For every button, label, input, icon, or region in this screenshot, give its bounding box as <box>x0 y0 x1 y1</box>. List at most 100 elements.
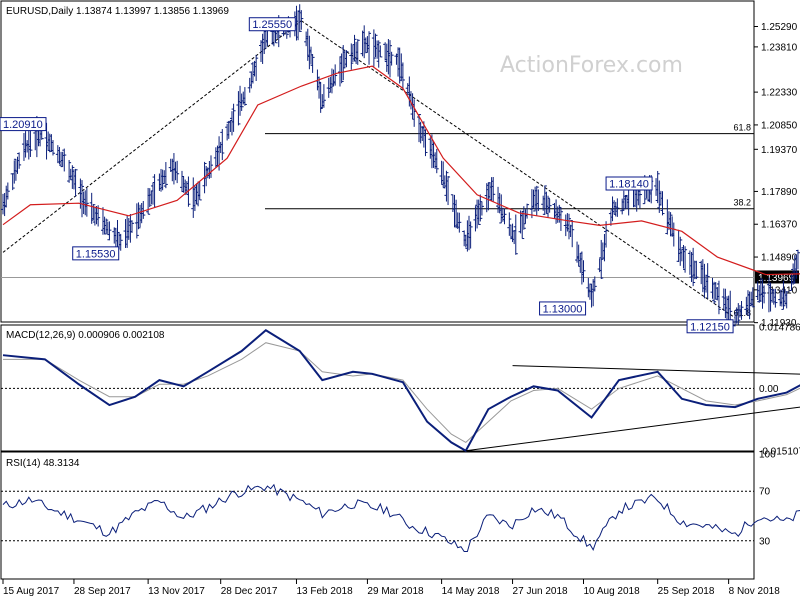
ohlc-bar <box>423 129 428 157</box>
ohlc-bar <box>520 211 525 240</box>
ohlc-bar <box>236 91 241 126</box>
ohlc-bar <box>400 62 405 91</box>
date-tick-label: 13 Nov 2017 <box>148 586 205 597</box>
ohlc-bar <box>762 285 767 304</box>
callout-box <box>605 176 653 191</box>
macd-signal-line <box>3 342 800 444</box>
ohlc-bar <box>683 246 688 273</box>
ohlc-bar <box>5 182 10 200</box>
ohlc-bar <box>529 189 534 219</box>
ohlc-bar <box>478 194 483 222</box>
price-callout: 1.12150 <box>686 319 734 334</box>
callout-box <box>248 17 296 32</box>
ohlc-bar <box>352 34 357 62</box>
ohlc-bar <box>592 276 597 292</box>
callout-box <box>0 117 47 132</box>
price-tick-label: 1.23810 <box>761 42 798 53</box>
moving-average-line <box>2 65 800 276</box>
date-tick-label: 13 Feb 2018 <box>296 586 353 597</box>
ohlc-bar <box>691 247 696 287</box>
callout-box <box>72 246 120 261</box>
ohlc-bar <box>784 290 789 309</box>
ohlc-bar <box>566 213 571 240</box>
ohlc-bar <box>310 54 315 73</box>
ohlc-bar <box>712 281 717 304</box>
ohlc-bar <box>163 162 168 189</box>
ohlc-bar <box>376 40 381 68</box>
ohlc-bar <box>668 212 673 237</box>
callout-label: 1.13000 <box>543 303 583 315</box>
price-tick-label: 1.20850 <box>761 120 798 131</box>
ohlc-bar <box>175 160 180 184</box>
ohlc-bar <box>339 53 344 84</box>
ohlc-bar <box>468 221 473 249</box>
ohlc-bar <box>118 233 123 251</box>
ohlc-bar <box>344 50 349 68</box>
ohlc-bar <box>502 208 507 225</box>
ohlc-bar <box>542 185 547 215</box>
ohlc-bar <box>242 87 247 106</box>
ohlc-bar <box>547 198 552 213</box>
trendline <box>301 20 736 319</box>
fib-label: 61.8 <box>733 308 751 318</box>
callout-label: 1.25550 <box>252 19 292 31</box>
rsi-panel <box>0 451 755 580</box>
ohlc-bar <box>84 188 89 217</box>
ohlc-bar <box>444 170 449 202</box>
ohlc-bar <box>62 148 67 172</box>
main-panel <box>0 0 755 323</box>
ohlc-bar <box>50 140 55 156</box>
callout-label: 1.12150 <box>690 321 730 333</box>
date-tick-label: 27 Jun 2018 <box>513 586 568 597</box>
ohlc-bar <box>660 191 665 216</box>
ohlc-bar <box>534 185 539 216</box>
ohlc-bar <box>254 54 259 82</box>
watermark-text: ActionForex.com <box>500 53 683 78</box>
ohlc-bar <box>378 45 383 58</box>
ohlc-bar <box>197 181 202 201</box>
ohlc-bar <box>521 206 526 230</box>
ohlc-bar <box>705 263 710 299</box>
ohlc-bar <box>446 176 451 206</box>
date-tick-label: 28 Sep 2017 <box>74 586 131 597</box>
ohlc-bar <box>507 212 512 236</box>
rsi-title: RSI(14) 48.3134 <box>6 458 80 469</box>
date-tick-label: 10 Aug 2018 <box>584 586 641 597</box>
ohlc-bar <box>297 4 302 33</box>
price-tick-label: 1.22330 <box>761 88 798 99</box>
ohlc-bar <box>417 114 422 143</box>
ohlc-bar <box>739 301 744 320</box>
ohlc-bar <box>479 201 484 216</box>
ohlc-bar <box>716 280 721 315</box>
ohlc-bar <box>678 236 683 266</box>
price-tick-label: 1.11930 <box>761 318 797 329</box>
date-tick-label: 15 Aug 2017 <box>3 586 60 597</box>
price-tick-label: 1.16370 <box>761 220 798 231</box>
ohlc-bar <box>367 31 372 65</box>
callout-label: 1.20910 <box>3 119 43 131</box>
price-tick-label: 1.25290 <box>761 22 798 33</box>
ohlc-bar <box>581 260 586 283</box>
ohlc-bar <box>546 195 551 218</box>
ohlc-bar <box>655 170 660 204</box>
macd-tick-label: -0.015107 <box>759 447 800 458</box>
rsi-line <box>2 483 800 552</box>
date-tick-label: 25 Sep 2018 <box>658 586 715 597</box>
ohlc-bar <box>299 10 304 30</box>
ohlc-bar <box>513 214 518 255</box>
ohlc-bar <box>136 202 141 230</box>
ohlc-bar <box>736 303 741 325</box>
ohlc-bar <box>141 200 146 219</box>
ohlc-bar <box>80 180 85 218</box>
ohlc-bar <box>389 51 394 66</box>
ohlc-bar <box>107 221 112 241</box>
callout-box <box>686 319 734 334</box>
ohlc-bar <box>67 159 72 183</box>
callout-label: 1.18140 <box>609 178 649 190</box>
ohlc-bar <box>17 152 22 169</box>
ohlc-bar <box>239 93 244 111</box>
ohlc-bar <box>536 189 541 212</box>
price-tick-label: 1.14890 <box>761 253 798 264</box>
ohlc-bar <box>773 288 778 308</box>
ohlc-bar <box>388 40 392 78</box>
